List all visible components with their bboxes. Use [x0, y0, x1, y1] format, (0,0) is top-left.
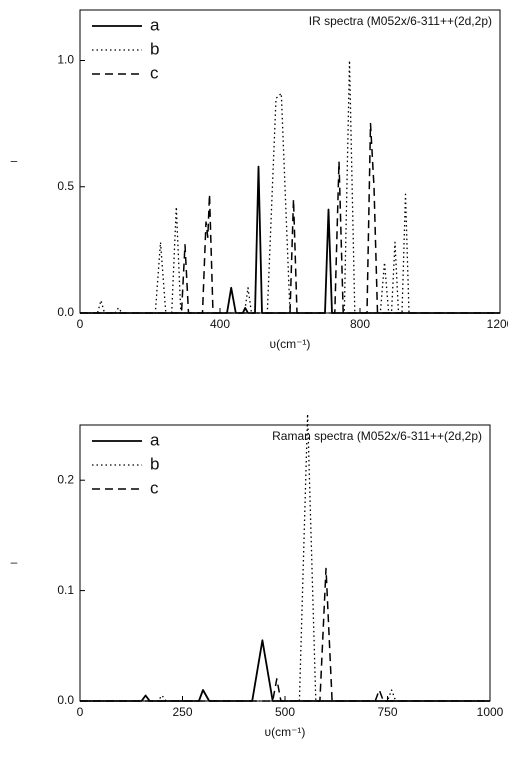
spectrum-line: [80, 59, 500, 314]
x-tick-label: 500: [275, 705, 295, 719]
y-tick-label: 0.0: [57, 305, 74, 319]
x-tick-label: 750: [377, 705, 397, 719]
y-tick-label: 0.2: [57, 472, 74, 486]
y-tick-label: 0.0: [57, 693, 74, 707]
plot-frame: [79, 424, 491, 702]
plot-frame: [79, 9, 501, 314]
spectrum-line: [80, 567, 490, 702]
y-tick-label: 1.0: [57, 53, 74, 67]
x-tick-label: 1000: [477, 705, 504, 719]
spectrum-line: [80, 413, 490, 702]
chart-title: IR spectra (M052x/6-311++(2d,2p): [309, 14, 492, 28]
legend-label: b: [150, 454, 159, 473]
legend-label: c: [150, 478, 159, 497]
y-tick-label: 0.1: [57, 583, 74, 597]
legend-label: c: [150, 63, 159, 82]
legend-label: a: [150, 15, 160, 34]
x-tick-label: 400: [210, 317, 230, 331]
legend-label: b: [150, 39, 159, 58]
y-tick-label: 0.5: [57, 179, 74, 193]
chart-title: Raman spectra (M052x/6-311++(2d,2p): [272, 429, 482, 443]
x-axis-label: υ(cm⁻¹): [265, 725, 306, 739]
spectrum-line: [80, 122, 500, 314]
spectrum-line: [80, 639, 490, 702]
legend-label: a: [150, 430, 160, 449]
y-axis-label: –: [11, 154, 18, 168]
x-tick-label: 0: [77, 317, 84, 331]
x-tick-label: 0: [77, 705, 84, 719]
y-axis-label: –: [11, 555, 18, 569]
spectrum-line: [80, 165, 500, 314]
x-tick-label: 250: [172, 705, 192, 719]
x-axis-label: υ(cm⁻¹): [270, 337, 311, 351]
x-tick-label: 800: [350, 317, 370, 331]
